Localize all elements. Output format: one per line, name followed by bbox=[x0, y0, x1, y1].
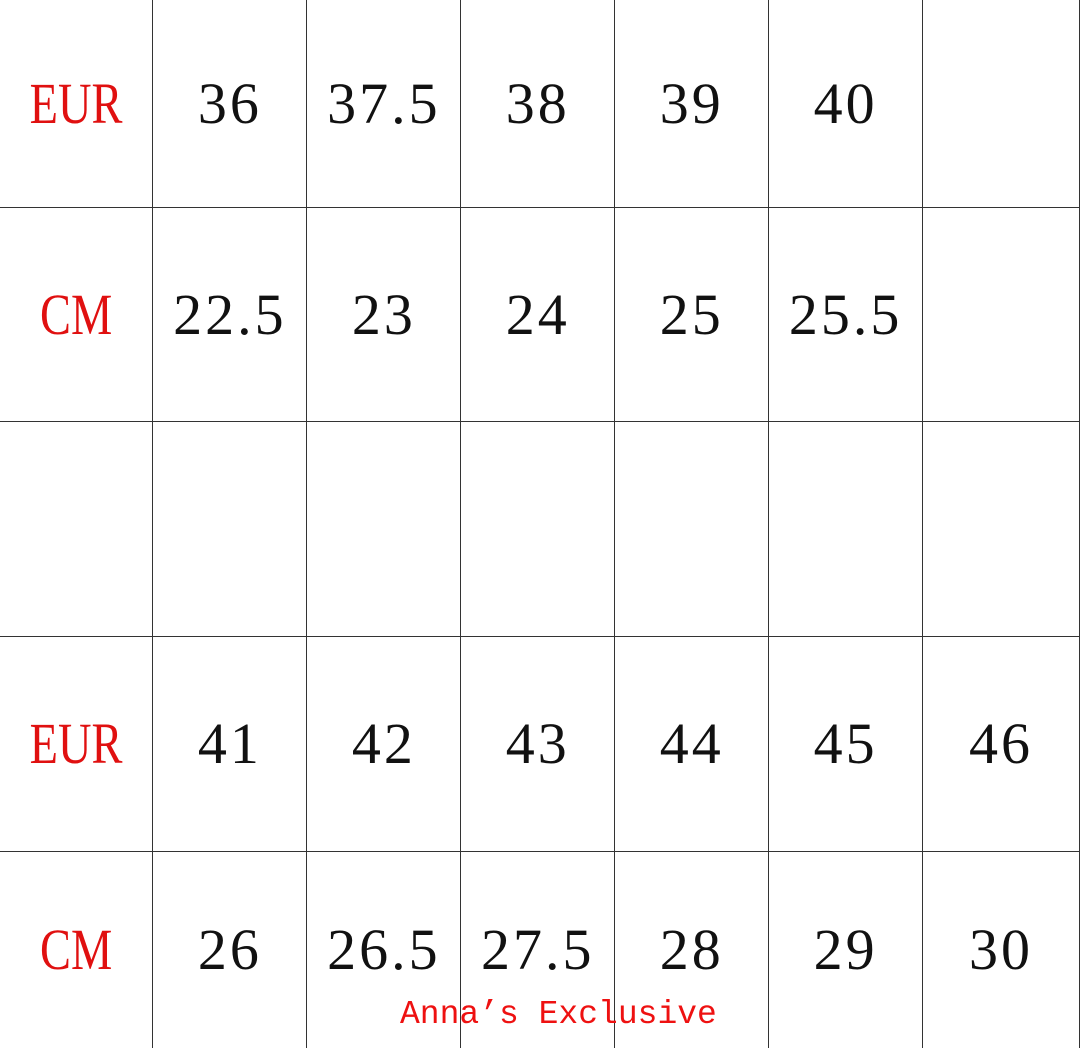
row-label: EUR bbox=[0, 635, 154, 852]
size-cell: 24 bbox=[460, 206, 616, 422]
row-label-text: EUR bbox=[29, 711, 123, 776]
size-value: 27.5 bbox=[481, 917, 595, 983]
size-value: 29 bbox=[813, 917, 878, 983]
size-cell: 26.5 bbox=[306, 850, 462, 1048]
size-cell: 28 bbox=[614, 850, 770, 1048]
size-cell: 45 bbox=[768, 635, 924, 852]
size-cell bbox=[922, 0, 1080, 208]
size-cell: 37.5 bbox=[306, 0, 462, 208]
row-label-text: CM bbox=[40, 281, 113, 347]
size-cell: 22.5 bbox=[152, 206, 308, 422]
size-value: 25 bbox=[659, 281, 724, 347]
size-value: 37.5 bbox=[327, 70, 441, 136]
table-row: EUR 36 37.5 38 39 40 bbox=[0, 0, 1080, 208]
size-value: 42 bbox=[351, 711, 416, 776]
size-cell: 46 bbox=[922, 635, 1080, 852]
size-value: 41 bbox=[197, 711, 262, 776]
size-value: 38 bbox=[505, 70, 570, 136]
size-value: 24 bbox=[505, 281, 570, 347]
size-cell: 23 bbox=[306, 206, 462, 422]
size-cell bbox=[460, 420, 616, 637]
size-value: 26.5 bbox=[327, 917, 441, 983]
size-cell bbox=[768, 420, 924, 637]
watermark: Anna’s Exclusive bbox=[400, 996, 717, 1033]
table-row bbox=[0, 420, 1080, 637]
size-value: 39 bbox=[659, 70, 724, 136]
size-cell bbox=[152, 420, 308, 637]
size-cell: 26 bbox=[152, 850, 308, 1048]
size-cell bbox=[614, 420, 770, 637]
size-value: 26 bbox=[197, 917, 262, 983]
size-cell: 43 bbox=[460, 635, 616, 852]
size-cell: 29 bbox=[768, 850, 924, 1048]
size-value: 28 bbox=[659, 917, 724, 983]
size-value: 43 bbox=[505, 711, 570, 776]
size-value: 45 bbox=[813, 711, 878, 776]
table-row: CM 22.5 23 24 25 25.5 bbox=[0, 206, 1080, 422]
size-cell: 38 bbox=[460, 0, 616, 208]
row-label: CM bbox=[0, 206, 154, 422]
row-label bbox=[0, 420, 154, 637]
size-value: 22.5 bbox=[173, 281, 287, 347]
size-cell: 36 bbox=[152, 0, 308, 208]
size-cell: 42 bbox=[306, 635, 462, 852]
size-cell: 44 bbox=[614, 635, 770, 852]
size-value: 23 bbox=[351, 281, 416, 347]
size-value: 36 bbox=[197, 70, 262, 136]
size-cell: 25.5 bbox=[768, 206, 924, 422]
size-cell: 25 bbox=[614, 206, 770, 422]
table-row: CM 26 26.5 27.5 28 29 30 bbox=[0, 850, 1080, 1048]
size-cell bbox=[922, 420, 1080, 637]
size-cell: 39 bbox=[614, 0, 770, 208]
size-value: 30 bbox=[969, 917, 1034, 983]
size-value: 46 bbox=[969, 711, 1034, 776]
size-cell: 40 bbox=[768, 0, 924, 208]
size-cell: 30 bbox=[922, 850, 1080, 1048]
size-cell: 41 bbox=[152, 635, 308, 852]
row-label: CM bbox=[0, 850, 154, 1048]
size-value: 44 bbox=[659, 711, 724, 776]
row-label-text: EUR bbox=[29, 70, 123, 136]
size-value: 25.5 bbox=[788, 281, 903, 347]
size-cell: 27.5 bbox=[460, 850, 616, 1048]
size-cell bbox=[306, 420, 462, 637]
table-row: EUR 41 42 43 44 45 46 bbox=[0, 635, 1080, 852]
size-value: 40 bbox=[813, 70, 878, 136]
size-cell bbox=[922, 206, 1080, 422]
row-label-text: CM bbox=[40, 917, 113, 983]
row-label: EUR bbox=[0, 0, 154, 208]
